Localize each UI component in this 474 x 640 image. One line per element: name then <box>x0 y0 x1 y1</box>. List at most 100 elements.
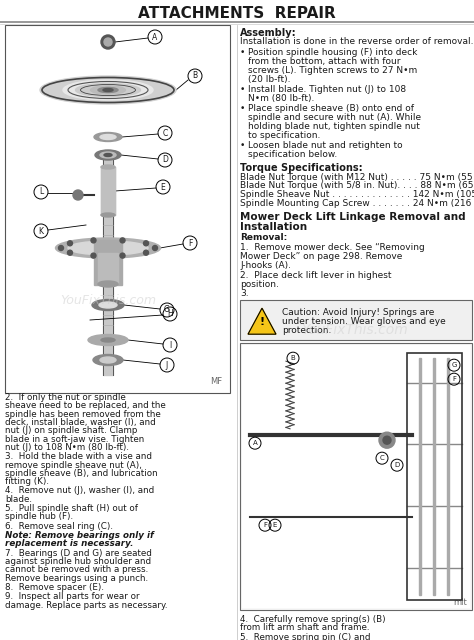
Text: 4.  Carefully remove spring(s) (B): 4. Carefully remove spring(s) (B) <box>240 615 386 624</box>
Text: •: • <box>240 104 246 113</box>
Text: A: A <box>152 33 158 42</box>
Text: E: E <box>161 182 165 191</box>
Ellipse shape <box>101 338 115 342</box>
Text: screws (L). Tighten screws to 27 N•m: screws (L). Tighten screws to 27 N•m <box>248 66 417 75</box>
Text: Place spindle sheave (B) onto end of: Place spindle sheave (B) onto end of <box>248 104 414 113</box>
Ellipse shape <box>95 150 121 160</box>
Text: 6.  Remove seal ring (C).: 6. Remove seal ring (C). <box>5 522 113 531</box>
Ellipse shape <box>40 76 176 104</box>
Text: specification below.: specification below. <box>248 150 337 159</box>
Text: Assembly:: Assembly: <box>240 28 297 38</box>
Text: to specification.: to specification. <box>248 131 320 140</box>
Ellipse shape <box>101 213 115 217</box>
Text: nut (J) on spindle shaft. Clamp: nut (J) on spindle shaft. Clamp <box>5 426 137 435</box>
Text: F: F <box>452 376 456 382</box>
Text: E: E <box>273 522 277 528</box>
Text: 5.  Remove spring pin (C) and: 5. Remove spring pin (C) and <box>240 632 371 640</box>
Text: YouFixThis.com: YouFixThis.com <box>60 294 156 307</box>
Text: nut (J) to 108 N•m (80 lb-ft).: nut (J) to 108 N•m (80 lb-ft). <box>5 443 129 452</box>
Polygon shape <box>248 308 276 334</box>
Text: Blade Nut Torque (with 5/8 in. Nut). . . . 88 N•m (65 lb-ft): Blade Nut Torque (with 5/8 in. Nut). . .… <box>240 182 474 191</box>
Ellipse shape <box>100 152 116 158</box>
Text: F: F <box>263 522 267 528</box>
Text: Spindle Mounting Cap Screw . . . . . . . 24 N•m (216 lb-in.): Spindle Mounting Cap Screw . . . . . . .… <box>240 200 474 209</box>
Text: YouFixThis.com: YouFixThis.com <box>301 323 409 337</box>
Bar <box>447 358 449 595</box>
Text: position.: position. <box>240 280 279 289</box>
Ellipse shape <box>63 80 153 100</box>
Text: Installation is done in the reverse order of removal.: Installation is done in the reverse orde… <box>240 37 474 46</box>
Ellipse shape <box>91 86 126 94</box>
Text: !: ! <box>259 317 264 327</box>
Text: damage. Replace parts as necessary.: damage. Replace parts as necessary. <box>5 600 167 609</box>
Bar <box>101 167 115 215</box>
Text: A: A <box>253 440 257 446</box>
Text: F: F <box>188 239 192 248</box>
Circle shape <box>91 253 96 258</box>
Text: B: B <box>192 72 198 81</box>
Text: spindle sheave (B), and lubrication: spindle sheave (B), and lubrication <box>5 469 158 478</box>
Text: spindle and secure with nut (A). While: spindle and secure with nut (A). While <box>248 113 421 122</box>
Text: Position spindle housing (F) into deck: Position spindle housing (F) into deck <box>248 48 418 57</box>
Text: spindle has been removed from the: spindle has been removed from the <box>5 410 161 419</box>
Text: blade.: blade. <box>5 495 32 504</box>
Ellipse shape <box>100 134 116 140</box>
Text: against spindle hub shoulder and: against spindle hub shoulder and <box>5 557 151 566</box>
Text: Blade Nut Torque (with M12 Nut) . . . . . 75 N•m (55 lb-ft): Blade Nut Torque (with M12 Nut) . . . . … <box>240 173 474 182</box>
Circle shape <box>91 238 96 243</box>
Text: •: • <box>240 141 246 150</box>
Text: L: L <box>39 188 43 196</box>
Text: 3.: 3. <box>240 289 249 298</box>
Circle shape <box>379 432 395 448</box>
Text: Spindle Sheave Nut . . . . . . . . . . . . . . 142 N•m (105 lb-ft): Spindle Sheave Nut . . . . . . . . . . .… <box>240 191 474 200</box>
Text: K: K <box>38 227 44 236</box>
Text: from the bottom, attach with four: from the bottom, attach with four <box>248 57 401 66</box>
Circle shape <box>144 241 148 246</box>
Bar <box>5 25 230 393</box>
Bar <box>240 300 472 340</box>
Circle shape <box>73 190 83 200</box>
Text: 3.  Hold the blade with a vise and: 3. Hold the blade with a vise and <box>5 452 152 461</box>
Text: 1.  Remove mower deck. See “Removing: 1. Remove mower deck. See “Removing <box>240 243 425 252</box>
Circle shape <box>120 253 125 258</box>
Ellipse shape <box>55 238 161 258</box>
Circle shape <box>120 238 125 243</box>
Text: Remove bearings using a punch.: Remove bearings using a punch. <box>5 573 148 582</box>
Ellipse shape <box>100 357 116 363</box>
Ellipse shape <box>92 300 124 310</box>
Ellipse shape <box>103 88 113 92</box>
Text: holding blade nut, tighten spindle nut: holding blade nut, tighten spindle nut <box>248 122 420 131</box>
Ellipse shape <box>75 83 140 97</box>
Text: I: I <box>169 340 171 349</box>
Text: D: D <box>394 462 400 468</box>
Text: Mower Deck Lift Linkage Removal and: Mower Deck Lift Linkage Removal and <box>240 212 465 222</box>
Text: J: J <box>166 360 168 369</box>
Ellipse shape <box>104 154 112 157</box>
Bar <box>407 353 462 600</box>
Ellipse shape <box>88 335 128 346</box>
Text: Installation: Installation <box>240 222 307 232</box>
Text: 4.  Remove nut (J), washer (I), and: 4. Remove nut (J), washer (I), and <box>5 486 154 495</box>
Ellipse shape <box>98 88 118 93</box>
Text: J-hooks (A).: J-hooks (A). <box>240 261 291 270</box>
Circle shape <box>58 246 64 250</box>
Bar <box>433 358 435 595</box>
Text: blade in a soft-jaw vise. Tighten: blade in a soft-jaw vise. Tighten <box>5 435 144 444</box>
Text: protection.: protection. <box>282 326 331 335</box>
Circle shape <box>104 38 112 46</box>
Text: Install blade. Tighten nut (J) to 108: Install blade. Tighten nut (J) to 108 <box>248 85 406 94</box>
Text: H: H <box>167 310 173 319</box>
Bar <box>103 155 113 375</box>
Text: remove spindle sheave nut (A),: remove spindle sheave nut (A), <box>5 461 142 470</box>
Text: Note: Remove bearings only if: Note: Remove bearings only if <box>5 531 154 540</box>
Text: ATTACHMENTS  REPAIR: ATTACHMENTS REPAIR <box>138 6 336 20</box>
Text: deck, install blade, washer (I), and: deck, install blade, washer (I), and <box>5 418 156 427</box>
Bar <box>242 345 470 608</box>
Text: 2.  Place deck lift lever in highest: 2. Place deck lift lever in highest <box>240 271 392 280</box>
Text: Torque Specifications:: Torque Specifications: <box>240 163 363 173</box>
Text: Mower Deck” on page 298. Remove: Mower Deck” on page 298. Remove <box>240 252 402 261</box>
Text: cannot be removed with a press.: cannot be removed with a press. <box>5 565 148 574</box>
Text: B: B <box>291 355 295 361</box>
Text: •: • <box>240 85 246 94</box>
Text: (20 lb-ft).: (20 lb-ft). <box>248 75 291 84</box>
